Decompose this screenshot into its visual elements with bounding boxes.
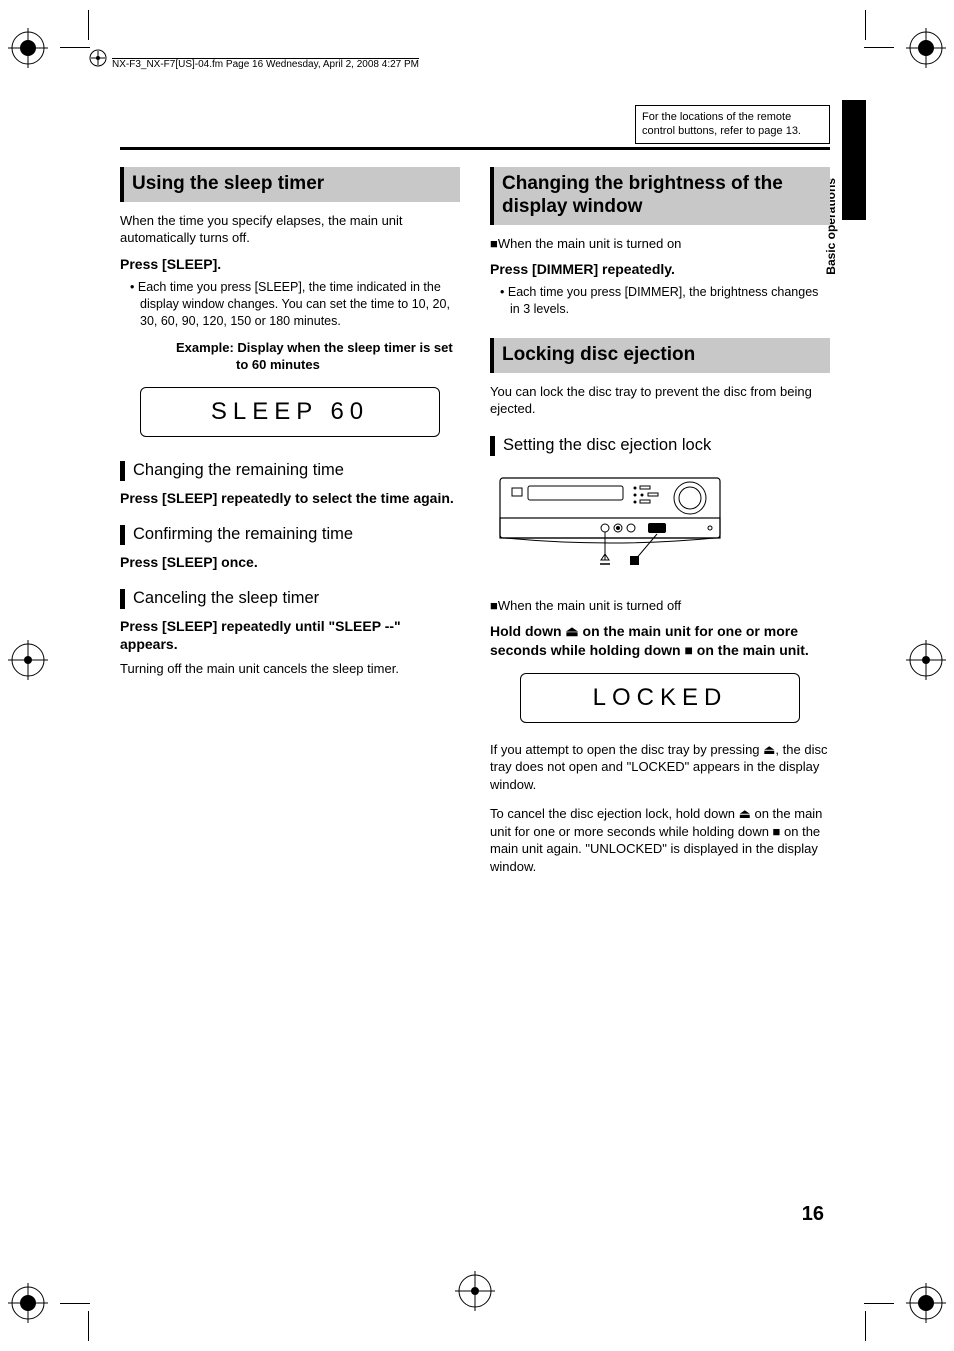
cropline <box>865 1311 866 1341</box>
section-sleep-timer: Using the sleep timer <box>120 167 460 202</box>
cropline <box>88 10 89 40</box>
sleep-bullet: Each time you press [SLEEP], the time in… <box>120 279 460 330</box>
regmark-br <box>906 1283 946 1323</box>
page-number: 16 <box>802 1203 824 1226</box>
lock-condition: ■When the main unit is turned off <box>490 597 830 615</box>
header-rule <box>120 147 830 150</box>
cropline <box>865 10 866 40</box>
brightness-condition: ■When the main unit is turned on <box>490 235 830 253</box>
regmark-tl <box>8 28 48 68</box>
cropline <box>864 1303 894 1304</box>
header-crop-text: NX-F3_NX-F7[US]-04.fm Page 16 Wednesday,… <box>108 57 423 72</box>
lock-note2: To cancel the disc ejection lock, hold d… <box>490 805 830 875</box>
change-time-instruction: Press [SLEEP] repeatedly to select the t… <box>120 489 460 507</box>
cropline <box>60 47 90 48</box>
sleep-intro: When the time you specify elapses, the m… <box>120 212 460 247</box>
section-lock-ejection: Locking disc ejection <box>490 338 830 373</box>
display-locked: LOCKED <box>520 673 800 723</box>
cropline <box>60 1303 90 1304</box>
cropline <box>864 47 894 48</box>
dimmer-bullet: Each time you press [DIMMER], the bright… <box>490 284 830 318</box>
lock-note1: If you attempt to open the disc tray by … <box>490 741 830 794</box>
confirm-time-instruction: Press [SLEEP] once. <box>120 553 460 571</box>
lock-intro: You can lock the disc tray to prevent th… <box>490 383 830 418</box>
right-column: Changing the brightness of the display w… <box>490 167 830 884</box>
subheader-setting-lock: Setting the disc ejection lock <box>490 436 830 456</box>
subheader-cancel-timer: Canceling the sleep timer <box>120 589 460 609</box>
sleep-press-instruction: Press [SLEEP]. <box>120 255 460 273</box>
cancel-note: Turning off the main unit cancels the sl… <box>120 660 460 678</box>
subheader-confirm-time: Confirming the remaining time <box>120 525 460 545</box>
lock-instruction: Hold down ⏏ on the main unit for one or … <box>490 622 830 658</box>
regmark-mr <box>906 640 946 680</box>
regmark-bl <box>8 1283 48 1323</box>
cropline <box>88 1311 89 1341</box>
device-diagram <box>490 468 830 583</box>
dimmer-instruction: Press [DIMMER] repeatedly. <box>490 260 830 278</box>
regmark-bc <box>455 1271 495 1311</box>
section-tab <box>842 100 866 220</box>
framemaker-icon <box>88 48 108 73</box>
cancel-timer-instruction: Press [SLEEP] repeatedly until "SLEEP --… <box>120 617 460 653</box>
section-brightness: Changing the brightness of the display w… <box>490 167 830 225</box>
subheader-change-time: Changing the remaining time <box>120 461 460 481</box>
display-sleep60: SLEEP 60 <box>140 387 440 437</box>
regmark-tr <box>906 28 946 68</box>
sleep-example-label: Example: Display when the sleep timer is… <box>208 340 460 374</box>
reference-note: For the locations of the remote control … <box>635 105 830 144</box>
regmark-ml <box>8 640 48 680</box>
left-column: Using the sleep timer When the time you … <box>120 167 460 884</box>
